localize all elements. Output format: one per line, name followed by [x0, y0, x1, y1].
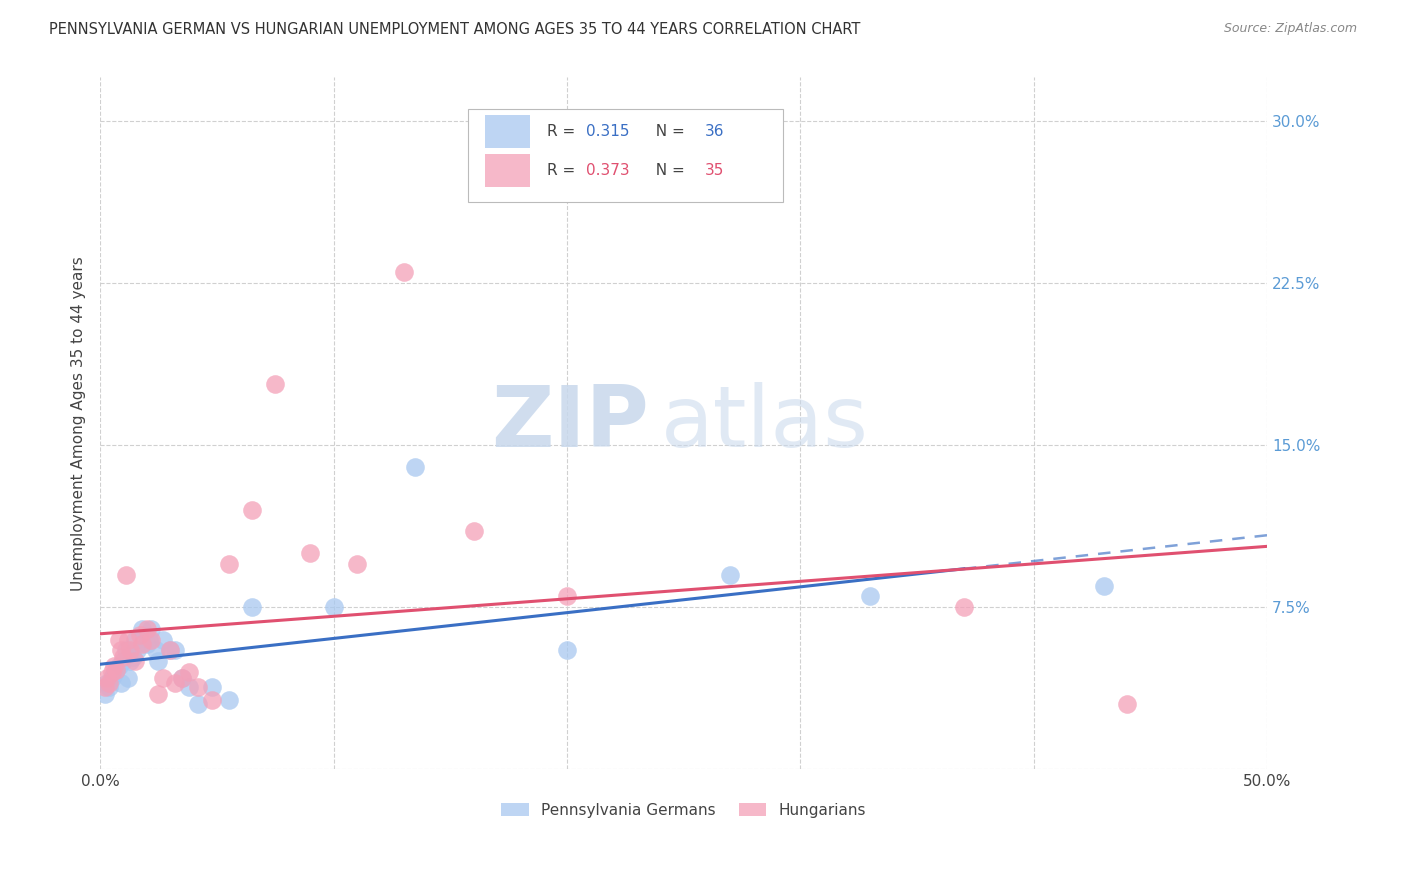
- Point: [105, 663, 128, 677]
- Point: [463, 524, 485, 539]
- FancyBboxPatch shape: [468, 109, 783, 202]
- Point: [404, 459, 426, 474]
- Point: [112, 654, 135, 668]
- Text: 0.373: 0.373: [586, 163, 630, 178]
- Point: [141, 632, 163, 647]
- Point: [98, 675, 121, 690]
- Point: [112, 649, 135, 664]
- Point: [141, 622, 163, 636]
- Point: [114, 643, 136, 657]
- Text: R =: R =: [547, 124, 581, 139]
- Point: [299, 546, 322, 560]
- Point: [177, 680, 200, 694]
- Point: [145, 643, 167, 657]
- Point: [96, 675, 118, 690]
- Point: [101, 665, 124, 679]
- Point: [1116, 698, 1139, 712]
- Point: [953, 600, 976, 615]
- Text: 35: 35: [704, 163, 724, 178]
- Text: atlas: atlas: [661, 382, 869, 465]
- Point: [264, 377, 287, 392]
- Point: [114, 567, 136, 582]
- Point: [163, 643, 186, 657]
- Text: ZIP: ZIP: [491, 382, 648, 465]
- Point: [201, 693, 224, 707]
- Point: [138, 632, 160, 647]
- Point: [152, 672, 174, 686]
- Point: [103, 658, 125, 673]
- Point: [720, 567, 742, 582]
- Point: [120, 654, 142, 668]
- Point: [555, 643, 578, 657]
- Point: [135, 622, 157, 636]
- Point: [240, 503, 263, 517]
- Point: [98, 680, 121, 694]
- Point: [131, 637, 153, 651]
- Point: [107, 632, 129, 647]
- Point: [170, 672, 193, 686]
- Point: [148, 654, 170, 668]
- Point: [152, 632, 174, 647]
- Point: [117, 632, 139, 647]
- Point: [117, 672, 139, 686]
- Legend: Pennsylvania Germans, Hungarians: Pennsylvania Germans, Hungarians: [495, 797, 872, 824]
- Point: [124, 654, 146, 668]
- Point: [135, 637, 157, 651]
- Point: [218, 693, 240, 707]
- Bar: [485, 154, 530, 187]
- Point: [120, 643, 142, 657]
- Point: [1092, 578, 1115, 592]
- Point: [105, 663, 128, 677]
- Point: [107, 658, 129, 673]
- Point: [131, 622, 153, 636]
- Point: [218, 557, 240, 571]
- Point: [96, 672, 118, 686]
- Point: [124, 632, 146, 647]
- Point: [177, 665, 200, 679]
- Point: [128, 628, 150, 642]
- Point: [859, 590, 882, 604]
- Point: [346, 557, 368, 571]
- Bar: [485, 115, 530, 148]
- Point: [148, 687, 170, 701]
- Text: 36: 36: [704, 124, 724, 139]
- Point: [103, 667, 125, 681]
- Point: [170, 672, 193, 686]
- Point: [392, 265, 415, 279]
- Point: [322, 600, 344, 615]
- Point: [159, 643, 181, 657]
- Text: N =: N =: [647, 163, 690, 178]
- Point: [110, 643, 132, 657]
- Point: [110, 675, 132, 690]
- Point: [240, 600, 263, 615]
- Point: [163, 675, 186, 690]
- Text: Source: ZipAtlas.com: Source: ZipAtlas.com: [1223, 22, 1357, 36]
- Point: [94, 687, 117, 701]
- Text: 0.315: 0.315: [586, 124, 630, 139]
- Point: [201, 680, 224, 694]
- Point: [101, 672, 124, 686]
- Text: R =: R =: [547, 163, 581, 178]
- Point: [159, 643, 181, 657]
- Point: [187, 680, 209, 694]
- Point: [555, 590, 578, 604]
- Point: [187, 698, 209, 712]
- Point: [121, 649, 143, 664]
- Text: PENNSYLVANIA GERMAN VS HUNGARIAN UNEMPLOYMENT AMONG AGES 35 TO 44 YEARS CORRELAT: PENNSYLVANIA GERMAN VS HUNGARIAN UNEMPLO…: [49, 22, 860, 37]
- Text: N =: N =: [647, 124, 690, 139]
- Y-axis label: Unemployment Among Ages 35 to 44 years: Unemployment Among Ages 35 to 44 years: [72, 256, 86, 591]
- Point: [127, 643, 149, 657]
- Point: [94, 680, 117, 694]
